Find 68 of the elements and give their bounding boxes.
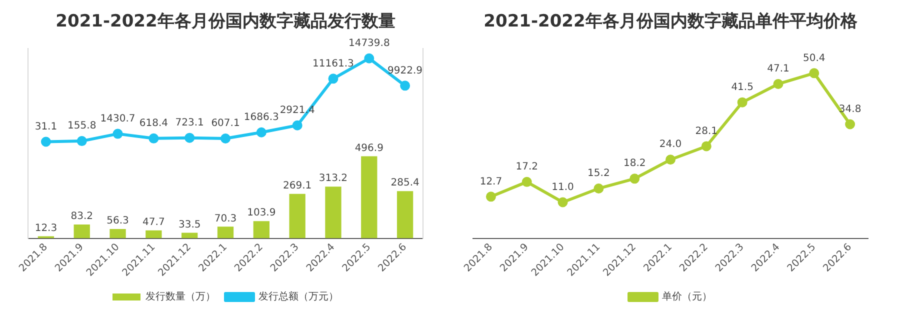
data-label: 24.0	[659, 139, 682, 150]
data-label: 103.9	[247, 208, 276, 219]
data-label: 47.7	[142, 216, 165, 228]
point	[486, 192, 496, 202]
point	[40, 136, 51, 147]
bar	[361, 156, 378, 238]
bar	[74, 224, 90, 238]
data-label: 1686.3	[244, 112, 279, 123]
point	[773, 78, 784, 89]
bar	[289, 194, 306, 238]
data-label: 14739.8	[348, 38, 390, 49]
data-label: 11161.3	[312, 58, 354, 70]
data-label: 31.1	[34, 121, 58, 132]
point	[292, 120, 302, 130]
point	[256, 127, 266, 138]
point	[184, 132, 195, 143]
data-label: 12.3	[34, 222, 58, 234]
point	[701, 141, 712, 152]
data-label: 41.5	[731, 82, 754, 93]
data-label: 18.2	[623, 158, 646, 170]
point	[400, 80, 410, 91]
data-label: 12.7	[480, 176, 502, 188]
data-label: 11.0	[552, 182, 574, 193]
point	[328, 74, 338, 84]
data-label: 285.4	[390, 178, 420, 189]
legend-label: 发行数量（万）	[146, 292, 216, 303]
data-label: 1430.7	[100, 113, 136, 124]
data-label: 496.9	[354, 142, 384, 154]
data-label: 313.2	[318, 173, 348, 184]
point	[594, 183, 604, 194]
bar	[217, 226, 234, 238]
point	[666, 154, 676, 165]
bar	[146, 230, 162, 238]
data-label: 269.1	[283, 180, 312, 192]
bar	[325, 186, 342, 238]
chart-title: 2021-2022年各月份国内数字藏品发行数量	[56, 12, 396, 32]
chart-title: 2021-2022年各月份国内数字藏品单件平均价格	[484, 12, 858, 32]
point	[76, 136, 87, 146]
point	[630, 174, 640, 184]
legend-label: 发行总额（万元）	[258, 290, 338, 303]
point	[220, 133, 230, 144]
bar	[396, 191, 414, 238]
bar	[182, 232, 198, 238]
data-label: 9922.9	[388, 65, 423, 76]
bar	[253, 221, 270, 238]
point	[522, 176, 532, 187]
bar	[110, 228, 126, 238]
data-label: 607.1	[211, 118, 240, 130]
point	[148, 133, 159, 144]
point	[809, 68, 820, 78]
data-label: 83.2	[70, 211, 93, 222]
data-label: 56.3	[106, 216, 129, 227]
point	[112, 128, 123, 139]
data-label: 15.2	[588, 168, 610, 180]
legend-label: 单价（元）	[662, 290, 712, 303]
point	[737, 97, 748, 108]
data-label: 33.5	[178, 219, 201, 230]
data-label: 47.1	[767, 64, 790, 75]
point	[845, 119, 856, 130]
data-label: 28.1	[695, 126, 718, 137]
data-label: 70.3	[214, 213, 237, 224]
data-label: 618.4	[139, 118, 168, 130]
data-label: 50.4	[803, 52, 826, 64]
data-label: 17.2	[516, 162, 538, 173]
point	[364, 53, 374, 64]
data-label: 723.1	[175, 117, 204, 128]
data-label: 155.8	[68, 120, 96, 132]
point	[558, 197, 568, 208]
